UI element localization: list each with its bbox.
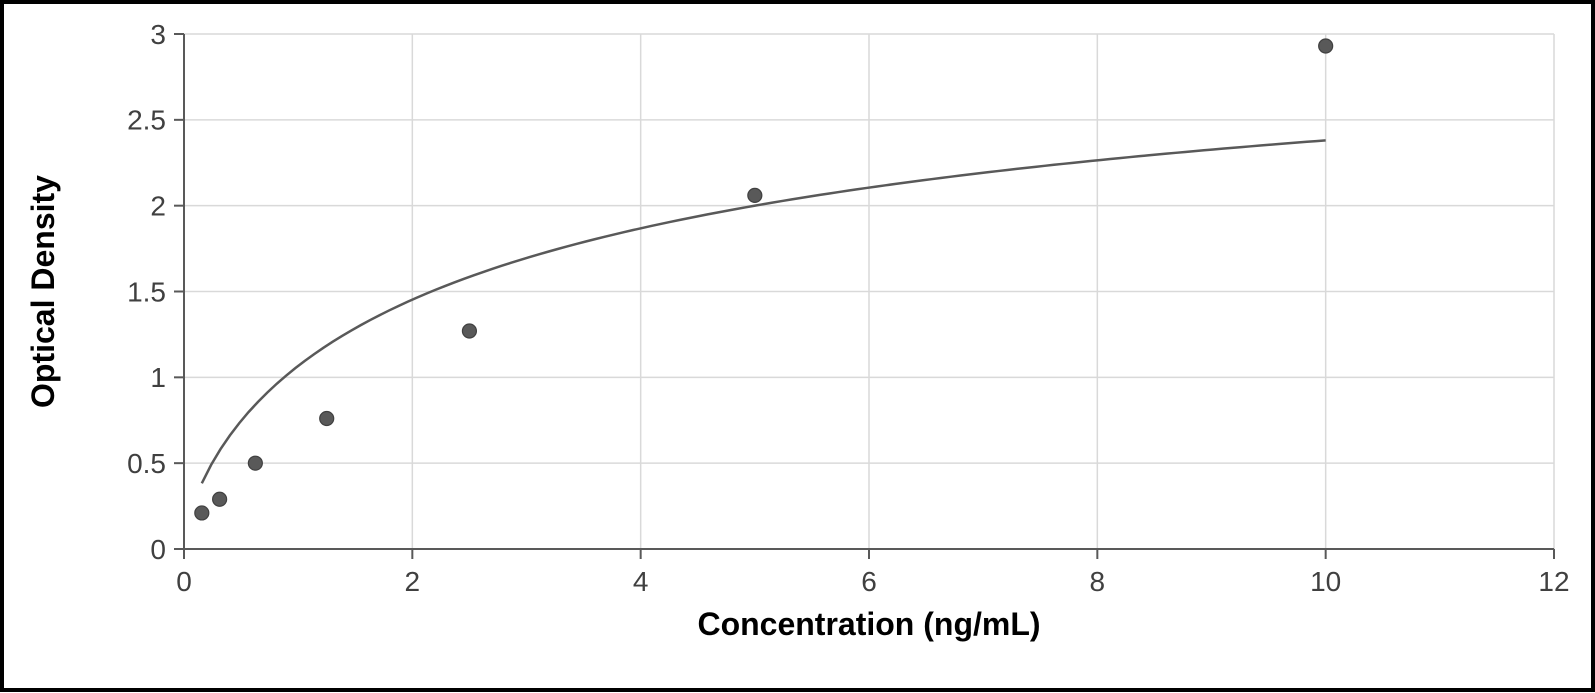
- y-tick-label: 3: [150, 19, 166, 50]
- data-point: [748, 188, 762, 202]
- x-tick-label: 4: [633, 566, 649, 597]
- chart-svg: 0 2 4 6 8 10 12 0 0.5 1 1.5 2 2.5 3 Concentration (ng/…: [4, 4, 1591, 688]
- x-tick-label: 0: [176, 566, 192, 597]
- x-tick-label: 12: [1538, 566, 1569, 597]
- y-tick-label: 0: [150, 534, 166, 565]
- x-tick-label: 2: [405, 566, 421, 597]
- y-tick-label: 1: [150, 362, 166, 393]
- x-axis-label: Concentration (ng/mL): [697, 606, 1040, 642]
- plot-background: [4, 4, 1591, 688]
- y-axis-label: Optical Density: [25, 175, 61, 408]
- x-tick-label: 6: [861, 566, 877, 597]
- x-tick-label: 10: [1310, 566, 1341, 597]
- data-point: [213, 492, 227, 506]
- x-tick-label: 8: [1090, 566, 1106, 597]
- y-tick-label: 1.5: [127, 276, 166, 307]
- data-point: [1319, 39, 1333, 53]
- data-point: [320, 412, 334, 426]
- chart-frame: 0 2 4 6 8 10 12 0 0.5 1 1.5 2 2.5 3 Concentration (ng/…: [0, 0, 1595, 692]
- data-point: [195, 506, 209, 520]
- y-tick-label: 2.5: [127, 105, 166, 136]
- data-point: [462, 324, 476, 338]
- y-tick-label: 2: [150, 190, 166, 221]
- y-tick-label: 0.5: [127, 448, 166, 479]
- data-point: [248, 456, 262, 470]
